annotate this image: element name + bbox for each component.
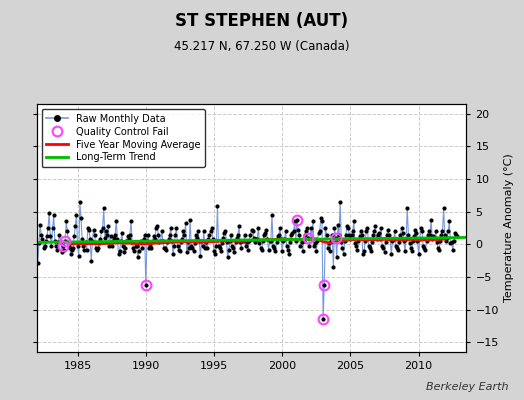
Text: Berkeley Earth: Berkeley Earth — [426, 382, 508, 392]
Y-axis label: Temperature Anomaly (°C): Temperature Anomaly (°C) — [504, 154, 515, 302]
Legend: Raw Monthly Data, Quality Control Fail, Five Year Moving Average, Long-Term Tren: Raw Monthly Data, Quality Control Fail, … — [41, 109, 205, 167]
Text: ST STEPHEN (AUT): ST STEPHEN (AUT) — [176, 12, 348, 30]
Text: 45.217 N, 67.250 W (Canada): 45.217 N, 67.250 W (Canada) — [174, 40, 350, 53]
